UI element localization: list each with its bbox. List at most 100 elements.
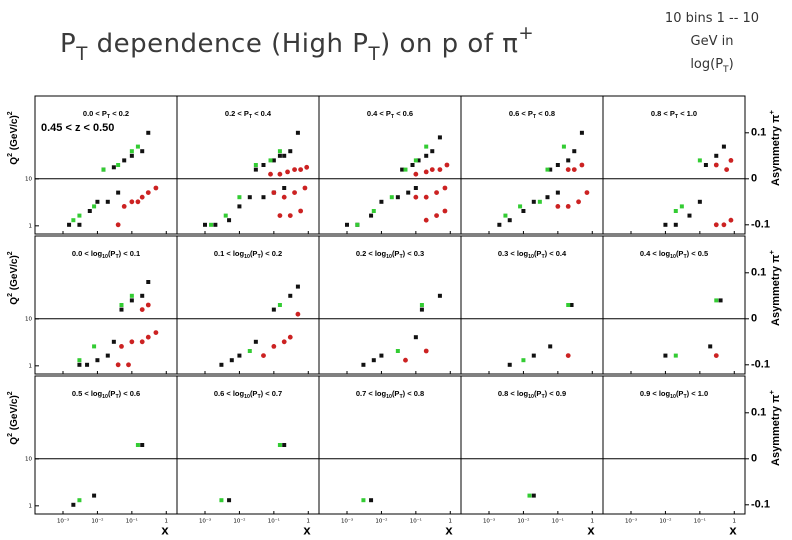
data-point: [537, 199, 542, 204]
data-point: [202, 222, 207, 227]
text-part: 0.7 < log: [356, 389, 387, 398]
data-point: [423, 348, 429, 354]
text-part: P: [60, 29, 76, 59]
text-part: T: [722, 65, 729, 75]
data-point: [545, 195, 550, 200]
data-point: [565, 353, 571, 358]
data-point: [442, 208, 448, 214]
data-point: [423, 217, 429, 223]
data-point: [403, 167, 408, 172]
text-part: ) < 0.7: [261, 389, 282, 398]
y-axis-title: Q2 (GeV/c)2: [7, 111, 19, 164]
data-point: [135, 144, 140, 149]
data-point: [714, 153, 719, 158]
data-point: [146, 130, 151, 135]
data-point: [95, 199, 100, 204]
data-point: [129, 339, 135, 345]
text-part: log(P: [690, 57, 723, 72]
panel-label: 0.5 < log10(PT) < 0.6: [72, 389, 140, 400]
y2-tick-label: 0: [751, 453, 757, 465]
text-part: 10: [244, 254, 250, 260]
data-point: [271, 190, 277, 196]
data-point: [129, 153, 134, 158]
data-point: [129, 149, 134, 154]
text-part: 10: [102, 254, 108, 260]
data-point: [566, 303, 571, 307]
text-part: 0.5 < log: [72, 389, 103, 398]
data-point: [419, 303, 424, 307]
x-axis-title: x: [161, 522, 169, 537]
panel: 0.4 < log10(PT) < 0.5 0.1 0 -0.1: [602, 235, 770, 375]
text-part: 10: [670, 254, 676, 260]
x-tick-label: 1: [165, 519, 169, 525]
text-part: ) < 0.8: [403, 389, 424, 398]
data-point: [395, 195, 400, 200]
text-part: T: [115, 254, 119, 260]
data-point: [139, 339, 145, 345]
data-point: [713, 162, 719, 168]
x-tick-label: 10⁻²: [91, 518, 103, 525]
x-axis-title: x: [303, 522, 311, 537]
data-point: [92, 204, 97, 209]
x-tick-label: 10⁻²: [659, 518, 671, 525]
data-point: [503, 213, 508, 218]
x-tick-label: 10⁻²: [375, 518, 387, 525]
x-axis-title: x: [445, 522, 453, 537]
data-point: [77, 213, 82, 218]
data-point: [416, 158, 421, 163]
x-tick-label: 10⁻¹: [410, 518, 422, 525]
data-point: [115, 222, 121, 228]
text-part: Asymmetry π: [770, 394, 782, 466]
data-point: [344, 222, 349, 227]
text-part: < 0.4: [252, 109, 272, 118]
text-part: (P: [392, 389, 400, 398]
data-point: [565, 204, 571, 209]
data-point: [697, 199, 702, 204]
x-tick-label: 10⁻³: [57, 518, 69, 525]
y-axis-title: Q2 (GeV/c)2: [7, 391, 19, 444]
data-point: [129, 293, 134, 298]
data-point: [531, 353, 536, 358]
data-point: [292, 167, 297, 173]
data-point: [87, 209, 92, 213]
y-axis-title: Q2 (GeV/c)2: [7, 251, 19, 304]
data-point: [507, 218, 512, 223]
data-point: [413, 186, 418, 190]
text-part: (P: [534, 249, 542, 258]
text-part: (P: [534, 389, 542, 398]
data-point: [423, 169, 429, 175]
data-point: [77, 362, 82, 367]
data-point: [437, 293, 442, 298]
text-part: (P: [392, 249, 400, 258]
data-point: [277, 149, 282, 154]
data-point: [282, 153, 287, 158]
text-part: 2: [7, 293, 14, 297]
text-part: Asymmetry π: [770, 114, 782, 186]
text-part: T: [399, 394, 403, 400]
data-point: [548, 167, 553, 172]
data-point: [139, 307, 145, 312]
data-point: [268, 158, 273, 163]
data-point: [145, 302, 151, 308]
panel: 0.6 < log10(PT) < 0.7 10⁻³ 10⁻² 10⁻¹ 1: [176, 375, 320, 525]
y2-tick-label: -0.1: [751, 359, 770, 371]
q2-tick-label: 10: [25, 316, 32, 322]
text-part: T: [683, 394, 687, 400]
slide-note: GeV in: [691, 34, 734, 49]
panel-frame: [602, 375, 746, 515]
text-part: 0.3 < log: [498, 249, 529, 258]
panel-label: 0.8 < log10(PT) < 0.9: [498, 389, 566, 400]
data-point: [531, 199, 536, 204]
data-point: [253, 339, 258, 344]
data-point: [271, 307, 276, 312]
panel-label: 0.6 < PT < 0.8: [509, 109, 555, 120]
text-part: 10: [386, 394, 392, 400]
text-part: (P: [108, 249, 116, 258]
text-part: (GeV/c): [9, 395, 20, 433]
data-point: [423, 194, 429, 200]
data-point: [437, 135, 442, 140]
text-part: 10: [670, 394, 676, 400]
data-point: [85, 362, 90, 367]
data-point: [721, 144, 726, 149]
